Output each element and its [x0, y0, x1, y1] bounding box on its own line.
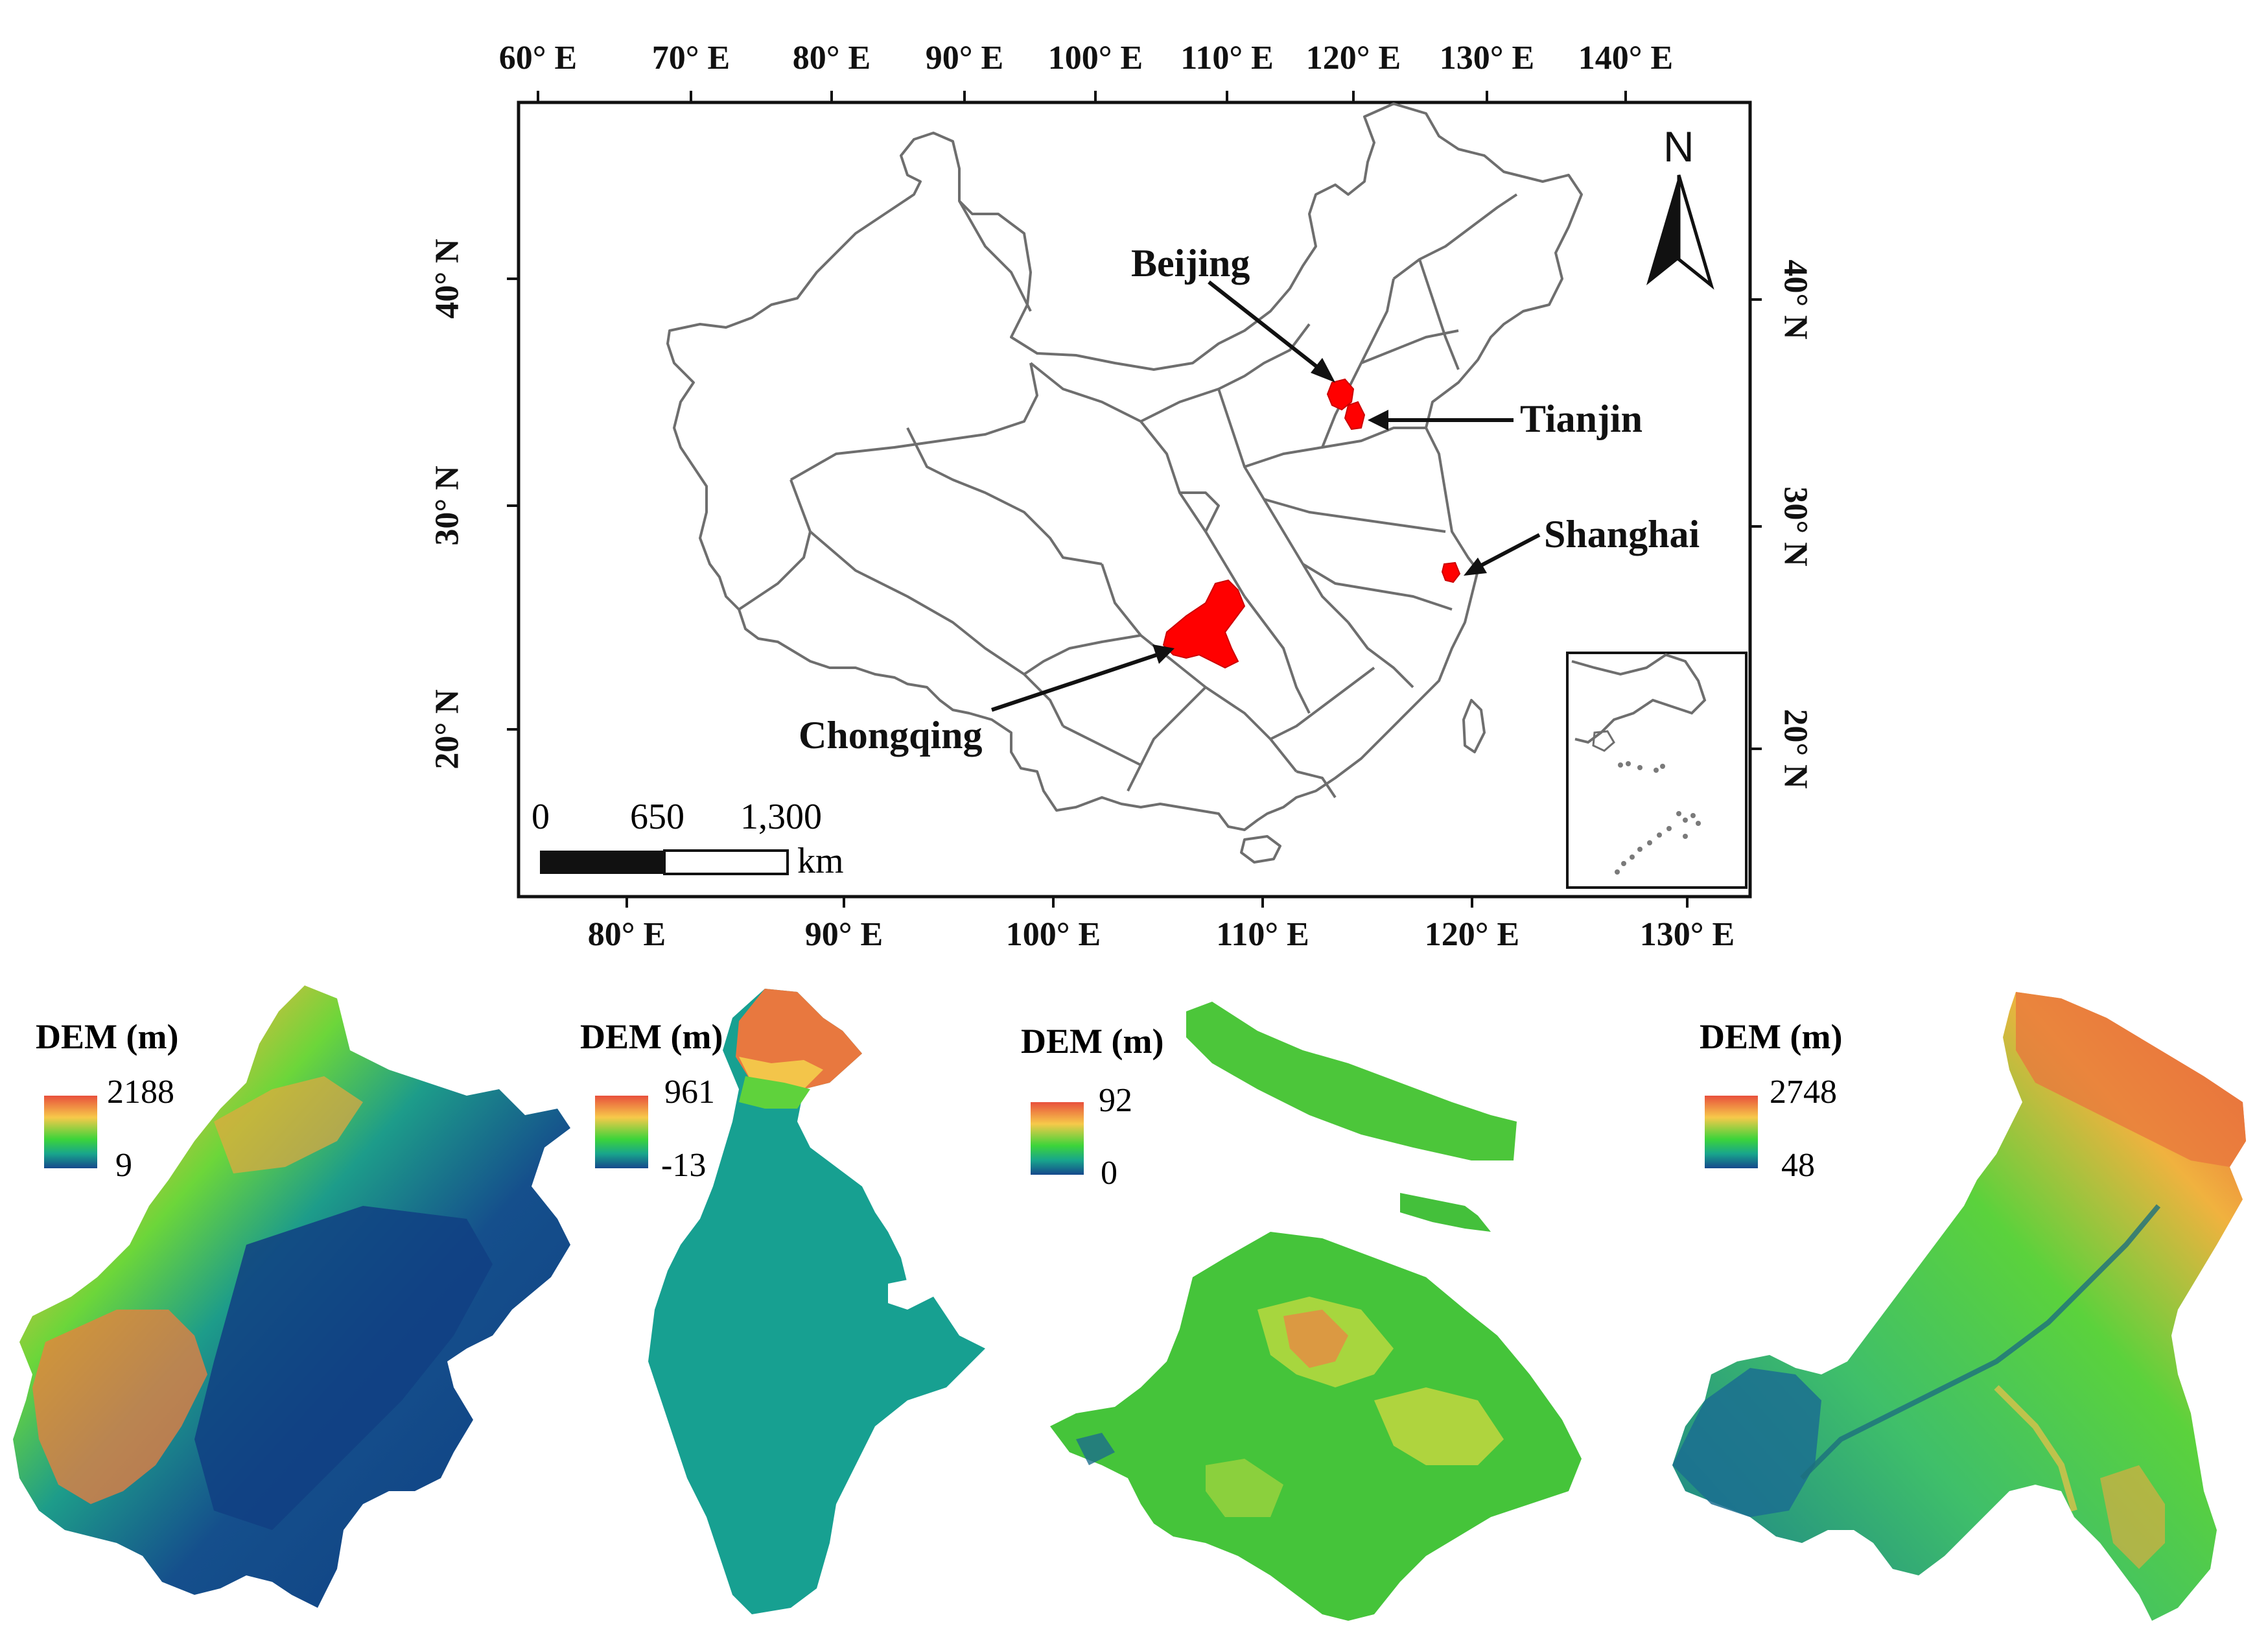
top-axis-tick: 130° E	[1439, 40, 1535, 77]
dem-max: 92	[1099, 1082, 1132, 1119]
bottom-axis-tick: 90° E	[804, 916, 883, 953]
label-beijing: Beijing	[1131, 242, 1250, 285]
dem-max: 2188	[107, 1074, 174, 1111]
scale-tick: 0	[532, 797, 550, 837]
dem-min: 9	[115, 1147, 132, 1184]
dem-panel-shanghai: DEM (m) 92 0	[1011, 972, 1607, 1621]
bottom-axis-tick: 130° E	[1639, 916, 1735, 953]
label-shanghai: Shanghai	[1544, 513, 1700, 556]
top-axis-tick: 70° E	[651, 40, 731, 77]
top-axis-tick: 100° E	[1047, 40, 1143, 77]
label-chongqing: Chongqing	[799, 714, 983, 757]
top-axis-tick: 80° E	[792, 40, 871, 77]
frame-ticks	[507, 91, 1762, 908]
south-china-sea-inset	[1566, 652, 1748, 889]
shanghai-dem-map	[1050, 1002, 1582, 1621]
dem-max: 961	[664, 1074, 715, 1111]
callout-arrows	[991, 280, 1541, 712]
dem-panel-beijing: DEM (m) 2188 9	[0, 972, 583, 1621]
dem-title: DEM (m)	[1021, 1022, 1164, 1061]
top-axis-tick: 90° E	[925, 40, 1004, 77]
scale-tick: 1,300	[740, 797, 822, 837]
dem-title: DEM (m)	[36, 1017, 179, 1056]
dem-colorbar	[44, 1096, 97, 1168]
bottom-axis-tick: 100° E	[1005, 916, 1101, 953]
top-axis-tick: 60° E	[498, 40, 578, 77]
top-axis-tick: 120° E	[1305, 40, 1401, 77]
bottom-axis-tick: 120° E	[1424, 916, 1520, 953]
dem-title: DEM (m)	[580, 1017, 723, 1056]
bottom-axis-tick: 80° E	[587, 916, 666, 953]
beijing-dem-map	[13, 985, 570, 1608]
top-axis-tick: 110° E	[1180, 40, 1274, 77]
dem-title: DEM (m)	[1700, 1017, 1843, 1056]
dem-colorbar	[1031, 1102, 1084, 1175]
tianjin-dem-map	[648, 989, 985, 1614]
dem-max: 2748	[1770, 1074, 1837, 1111]
scale-tick: 650	[630, 797, 684, 837]
dem-min: -13	[661, 1147, 707, 1184]
dem-panel-chongqing: DEM (m) 2748 48	[1607, 972, 2268, 1621]
dem-colorbar	[1705, 1096, 1758, 1168]
dem-min: 48	[1781, 1147, 1815, 1184]
dem-colorbar	[595, 1096, 648, 1168]
bottom-axis-tick: 110° E	[1216, 916, 1309, 953]
scale-unit: km	[797, 841, 844, 881]
label-tianjin: Tianjin	[1520, 397, 1643, 440]
city-highlights	[1162, 378, 1461, 669]
dem-min: 0	[1101, 1155, 1117, 1192]
dem-panel-tianjin: DEM (m) 961 -13	[580, 972, 1076, 1621]
north-arrow-icon	[1646, 174, 1714, 290]
map-frame	[507, 91, 1762, 908]
chongqing-dem-map	[1672, 992, 2246, 1621]
scale-bar	[540, 849, 789, 875]
top-axis-tick: 140° E	[1578, 40, 1674, 77]
north-label: N	[1663, 123, 1694, 171]
